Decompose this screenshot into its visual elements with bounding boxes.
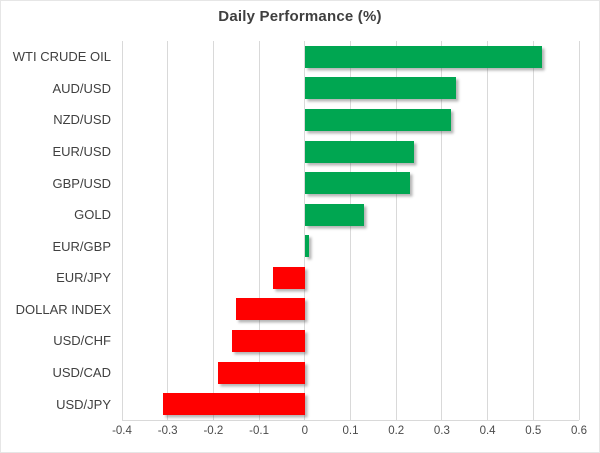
gridline-0.6 bbox=[578, 41, 580, 420]
x-tick-label-0.5: 0.5 bbox=[525, 425, 542, 437]
bar-aud-usd bbox=[304, 77, 456, 100]
gridline--0.2 bbox=[212, 41, 214, 420]
bar-eur-jpy bbox=[272, 266, 305, 289]
x-tick-label-0.2: 0.2 bbox=[388, 425, 405, 437]
gridline--0.1 bbox=[258, 41, 260, 420]
x-axis-line bbox=[122, 420, 579, 421]
bar-gold bbox=[304, 203, 365, 226]
category-label-usd-jpy: USD/JPY bbox=[56, 396, 111, 412]
x-tick-label-0: 0 bbox=[301, 425, 308, 437]
bar-eur-gbp bbox=[304, 235, 310, 258]
category-label-dollar-index: DOLLAR INDEX bbox=[15, 301, 111, 317]
bar-usd-chf bbox=[231, 330, 305, 353]
x-tick-label--0.2: -0.2 bbox=[203, 425, 224, 437]
gridline--0.3 bbox=[167, 41, 169, 420]
gridline-0.3 bbox=[441, 41, 443, 420]
category-label-aud-usd: AUD/USD bbox=[52, 80, 111, 96]
x-tick-label-0.1: 0.1 bbox=[342, 425, 359, 437]
x-tick-label--0.4: -0.4 bbox=[112, 425, 132, 437]
bar-usd-jpy bbox=[163, 393, 305, 416]
bar-gbp-usd bbox=[304, 172, 410, 195]
gridline-0.2 bbox=[395, 41, 397, 420]
bar-eur-usd bbox=[304, 140, 415, 163]
gridline-0.1 bbox=[350, 41, 351, 420]
gridline-0 bbox=[304, 41, 306, 420]
category-label-eur-usd: EUR/USD bbox=[52, 144, 111, 160]
bar-nzd-usd bbox=[304, 108, 452, 131]
bar-dollar-index bbox=[236, 298, 305, 321]
plot-area bbox=[121, 41, 580, 421]
category-axis: WTI CRUDE OIL AUD/USD NZD/USD EUR/USD GBP/US… bbox=[1, 41, 111, 420]
category-label-usd-chf: USD/CHF bbox=[53, 333, 111, 349]
x-axis-tick-labels: -0.4 -0.3 -0.2 -0.1 0 0.1 0.2 0.3 0.4 0.5 0.6 bbox=[112, 425, 587, 443]
bar-wti-crude-oil bbox=[304, 45, 543, 68]
category-label-nzd-usd: NZD/USD bbox=[53, 112, 111, 128]
x-tick-label-0.6: 0.6 bbox=[571, 425, 587, 437]
category-label-eur-jpy: EUR/JPY bbox=[56, 270, 111, 286]
x-tick-label--0.1: -0.1 bbox=[249, 425, 269, 437]
category-label-wti-crude-oil: WTI CRUDE OIL bbox=[12, 49, 111, 65]
gridline--0.4 bbox=[121, 41, 123, 420]
bar-usd-cad bbox=[217, 361, 305, 384]
gridline-0.4 bbox=[487, 41, 489, 420]
category-label-gold: GOLD bbox=[74, 207, 111, 223]
x-tick-label-0.3: 0.3 bbox=[433, 425, 450, 437]
category-label-gbp-usd: GBP/USD bbox=[52, 175, 111, 191]
x-tick-label-0.4: 0.4 bbox=[479, 425, 496, 437]
category-label-eur-gbp: EUR/GBP bbox=[52, 238, 111, 254]
x-tick-label--0.3: -0.3 bbox=[157, 425, 178, 437]
chart-title: Daily Performance (%) bbox=[218, 8, 382, 25]
gridline-0.5 bbox=[532, 41, 534, 420]
category-label-usd-cad: USD/CAD bbox=[52, 365, 111, 381]
